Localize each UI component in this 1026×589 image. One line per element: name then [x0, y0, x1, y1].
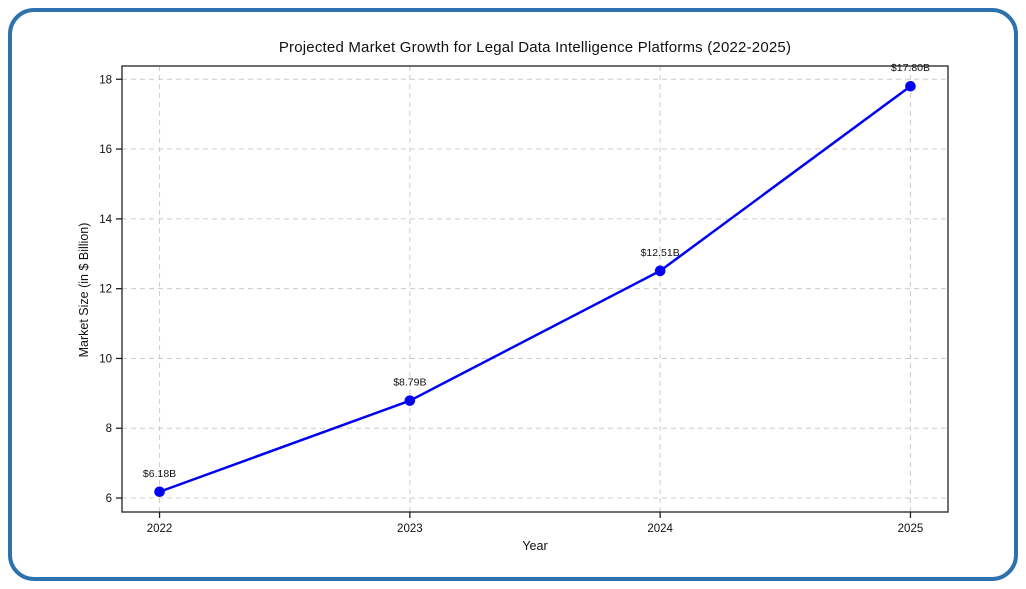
y-tick-label: 12 [99, 284, 112, 296]
data-point-marker [154, 486, 165, 498]
series-line [158, 84, 912, 494]
data-point-label: $6.18B [143, 468, 176, 480]
x-tick-label: 2025 [898, 523, 924, 535]
data-point-label: $17.80B [891, 62, 930, 74]
x-tick-label: 2022 [147, 523, 173, 535]
y-tick-label: 6 [106, 493, 112, 505]
y-tick-label: 16 [99, 144, 112, 156]
y-tick-label: 18 [99, 74, 112, 86]
data-point-marker [905, 80, 916, 92]
y-tick-label: 10 [99, 353, 112, 365]
data-point-marker [404, 395, 416, 406]
data-point-label: $12.51B [641, 247, 680, 259]
chart-title: Projected Market Growth for Legal Data I… [278, 39, 792, 56]
x-tick-label: 2024 [647, 523, 673, 535]
x-tick-label: 2023 [397, 523, 423, 535]
data-point-marker [654, 265, 666, 277]
x-axis-label: Year [522, 539, 548, 553]
data-point-label: $8.79B [393, 377, 426, 389]
y-tick-label: 8 [106, 423, 112, 435]
y-tick-label: 14 [99, 214, 112, 226]
